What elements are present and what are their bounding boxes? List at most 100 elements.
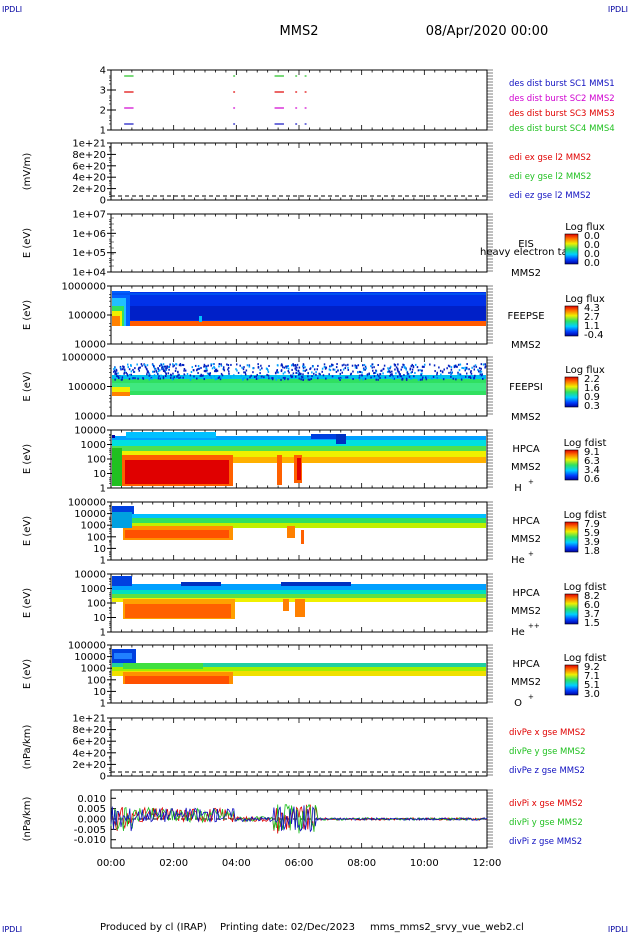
heatmap-cell (163, 365, 166, 368)
heatmap-cell (261, 375, 263, 378)
heatmap-cell (246, 364, 249, 367)
heatmap-cell (203, 378, 206, 381)
heatmap-cell (464, 366, 467, 369)
heatmap-cell (460, 376, 463, 379)
heatmap-cell (161, 368, 163, 371)
heatmap-cell (266, 373, 268, 376)
heatmap-cell (294, 364, 297, 367)
heatmap-cell (350, 372, 353, 375)
heatmap-cell (114, 372, 116, 375)
heatmap-cell (242, 378, 244, 381)
y-tick-label: 10000 (74, 340, 106, 351)
heatmap-cell (311, 371, 313, 374)
heatmap-cell (432, 375, 435, 378)
heatmap-cell (389, 365, 392, 368)
heatmap-cell (141, 364, 143, 367)
heatmap-cell (436, 371, 438, 374)
colorbar-tick-label: 0.0 (584, 249, 600, 260)
y-axis-label: E (eV) (22, 371, 33, 401)
heatmap-cell (471, 366, 473, 369)
heatmap-cell (112, 316, 120, 326)
x-tick-label: 02:00 (159, 858, 188, 869)
heatmap-cell (295, 371, 297, 374)
heatmap-cell (183, 373, 185, 376)
legend-entry: des dist burst SC2 MMS2 (509, 94, 615, 104)
heatmap-cell (137, 368, 140, 371)
heatmap-cell (291, 368, 293, 371)
heatmap-cell (128, 373, 131, 376)
y-tick-label: 1 (100, 699, 106, 710)
heatmap-cell (416, 366, 419, 369)
y-tick-label: 100 (87, 599, 106, 610)
heatmap-cell (281, 582, 351, 586)
heatmap-cell (157, 370, 160, 373)
heatmap-cell (268, 377, 270, 380)
heatmap-cell (159, 377, 162, 380)
panel-frame (110, 142, 488, 201)
heatmap-cell (341, 371, 344, 374)
heatmap-cell (260, 364, 262, 367)
heatmap-cell (209, 374, 211, 377)
colorbar-tick-label: 1.8 (584, 546, 600, 557)
heatmap-cell (218, 376, 221, 379)
heatmap-cell (414, 371, 416, 374)
heatmap-cell (408, 374, 410, 377)
heatmap-cell (275, 378, 278, 381)
heatmap-cell (311, 375, 313, 378)
heatmap-cell (473, 376, 476, 379)
heatmap-cell (146, 368, 148, 371)
heatmap-cell (405, 368, 407, 371)
colorbar-tick-label: 9.2 (584, 662, 600, 673)
colorbar-tick-label: 3.4 (584, 465, 600, 476)
heatmap-cell (271, 377, 273, 380)
heatmap-cell (407, 373, 410, 376)
heatmap-cell (420, 372, 422, 375)
heatmap-cell (483, 376, 485, 379)
heatmap-cell (419, 378, 422, 381)
heatmap-cell (203, 365, 205, 368)
heatmap-cell (213, 375, 216, 378)
heatmap-cell (302, 373, 304, 376)
heatmap-cell (240, 374, 243, 377)
species-label: He (511, 555, 525, 566)
heatmap-cell (457, 363, 460, 366)
heatmap-cell (226, 363, 228, 366)
y-tick-label: 0 (100, 196, 106, 207)
heatmap-cell (139, 366, 141, 369)
heatmap-cell (112, 306, 486, 320)
heatmap-cell (160, 363, 163, 366)
colorbar-tick-label: 6.0 (584, 600, 600, 611)
heatmap-cell (370, 376, 372, 379)
heatmap-cell (321, 367, 324, 370)
heatmap-cell (347, 363, 349, 366)
colorbar-title: Log fdist (564, 438, 607, 449)
heatmap-cell (266, 367, 268, 370)
y-tick-label: 100 (87, 532, 106, 543)
y-axis-label: (nPa/km) (22, 725, 33, 770)
heatmap-cell (218, 363, 221, 366)
heatmap-cell (301, 376, 304, 379)
heatmap-cell (181, 582, 221, 586)
y-tick-label: 1e+04 (72, 268, 106, 279)
y-tick-label: 1e+21 (72, 714, 106, 725)
heatmap-cell (290, 364, 293, 367)
heatmap-cell (216, 377, 218, 380)
heatmap-cell (267, 369, 269, 372)
heatmap-cell (171, 378, 174, 381)
heatmap-cell (255, 375, 258, 378)
heatmap-cell (336, 363, 338, 366)
heatmap-cell (371, 363, 373, 366)
heatmap-cell (117, 375, 119, 378)
heatmap-cell (121, 378, 123, 381)
heatmap-cell (297, 458, 301, 480)
heatmap-cell (259, 368, 261, 371)
heatmap-cell (323, 363, 326, 366)
heatmap-cell (286, 365, 288, 368)
heatmap-cell (123, 663, 203, 669)
heatmap-cell (245, 369, 248, 372)
heatmap-cell (256, 373, 258, 376)
y-tick-label: 8e+20 (72, 150, 106, 161)
species-charge-label: + (528, 693, 534, 701)
